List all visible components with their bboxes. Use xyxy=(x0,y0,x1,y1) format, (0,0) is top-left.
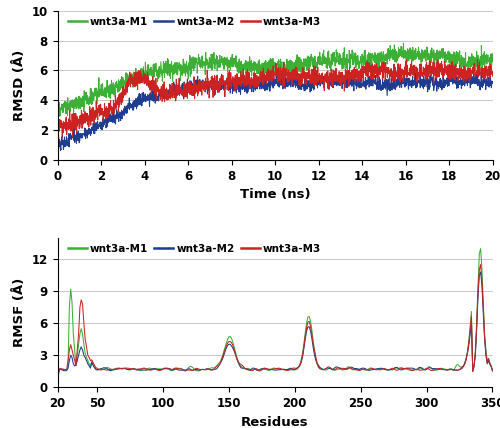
wnt3a-M2 xyxy=(376,366,382,371)
wnt3a-M2 xyxy=(490,79,496,84)
wnt3a-M1 xyxy=(272,366,278,371)
wnt3a-M3 xyxy=(54,379,60,384)
X-axis label: Residues: Residues xyxy=(241,416,309,428)
wnt3a-M2 xyxy=(272,368,278,373)
Legend: wnt3a-M1, wnt3a-M2, wnt3a-M3: wnt3a-M1, wnt3a-M2, wnt3a-M3 xyxy=(67,243,322,255)
wnt3a-M3 xyxy=(222,347,228,352)
wnt3a-M3 xyxy=(477,72,483,77)
wnt3a-M1 xyxy=(266,58,272,63)
wnt3a-M3 xyxy=(404,57,409,62)
wnt3a-M1 xyxy=(376,367,382,372)
wnt3a-M1 xyxy=(76,104,82,109)
wnt3a-M2 xyxy=(54,378,60,383)
wnt3a-M1 xyxy=(54,378,60,383)
wnt3a-M1 xyxy=(477,60,483,65)
wnt3a-M2 xyxy=(478,270,484,275)
wnt3a-M3 xyxy=(170,366,176,372)
wnt3a-M1 xyxy=(124,367,130,372)
wnt3a-M1 xyxy=(222,345,228,350)
wnt3a-M3 xyxy=(490,74,496,79)
wnt3a-M1 xyxy=(400,41,406,46)
wnt3a-M2 xyxy=(412,68,418,73)
wnt3a-M1 xyxy=(477,57,483,62)
wnt3a-M3 xyxy=(478,262,484,267)
wnt3a-M3 xyxy=(272,366,278,371)
wnt3a-M2 xyxy=(222,349,228,354)
wnt3a-M2 xyxy=(254,86,260,91)
wnt3a-M3 xyxy=(54,135,60,140)
wnt3a-M2 xyxy=(477,87,483,92)
wnt3a-M3 xyxy=(490,368,496,373)
wnt3a-M3 xyxy=(397,63,403,68)
wnt3a-M1 xyxy=(490,369,496,374)
Line: wnt3a-M3: wnt3a-M3 xyxy=(58,265,492,381)
wnt3a-M3 xyxy=(266,76,272,81)
wnt3a-M2 xyxy=(54,157,60,162)
wnt3a-M1 xyxy=(478,246,484,251)
Y-axis label: RMSD (Å): RMSD (Å) xyxy=(13,50,26,121)
wnt3a-M2 xyxy=(76,138,82,143)
wnt3a-M1 xyxy=(483,348,489,353)
wnt3a-M2 xyxy=(397,74,403,80)
wnt3a-M2 xyxy=(490,368,496,373)
Line: wnt3a-M1: wnt3a-M1 xyxy=(58,249,492,381)
Line: wnt3a-M2: wnt3a-M2 xyxy=(58,272,492,380)
wnt3a-M3 xyxy=(477,72,483,77)
wnt3a-M2 xyxy=(170,367,176,372)
wnt3a-M2 xyxy=(266,78,272,83)
wnt3a-M3 xyxy=(124,366,130,371)
X-axis label: Time (ns): Time (ns) xyxy=(240,188,310,202)
Legend: wnt3a-M1, wnt3a-M2, wnt3a-M3: wnt3a-M1, wnt3a-M2, wnt3a-M3 xyxy=(67,16,322,28)
wnt3a-M3 xyxy=(376,367,382,372)
Line: wnt3a-M2: wnt3a-M2 xyxy=(58,71,492,159)
wnt3a-M2 xyxy=(124,367,130,372)
wnt3a-M3 xyxy=(76,125,82,130)
wnt3a-M2 xyxy=(477,80,483,86)
wnt3a-M1 xyxy=(54,120,60,125)
Line: wnt3a-M1: wnt3a-M1 xyxy=(58,43,492,123)
wnt3a-M1 xyxy=(397,48,403,54)
wnt3a-M3 xyxy=(483,351,489,356)
wnt3a-M2 xyxy=(483,353,489,358)
wnt3a-M1 xyxy=(254,63,260,68)
wnt3a-M3 xyxy=(254,77,260,83)
Line: wnt3a-M3: wnt3a-M3 xyxy=(58,59,492,138)
Y-axis label: RMSF (Å): RMSF (Å) xyxy=(13,278,26,347)
wnt3a-M1 xyxy=(490,56,496,61)
wnt3a-M1 xyxy=(170,368,176,373)
